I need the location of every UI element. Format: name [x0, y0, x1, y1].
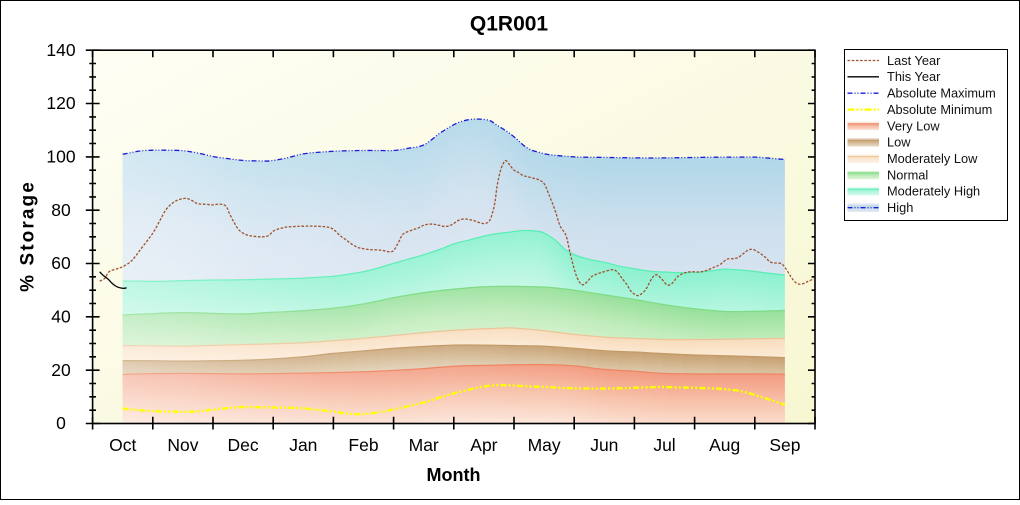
svg-text:Dec: Dec: [228, 435, 259, 455]
svg-text:20: 20: [51, 360, 71, 380]
svg-text:Absolute Minimum: Absolute Minimum: [887, 102, 992, 117]
svg-text:Moderately Low: Moderately Low: [887, 151, 978, 166]
svg-text:Absolute Maximum: Absolute Maximum: [887, 86, 996, 101]
svg-text:140: 140: [46, 40, 75, 60]
svg-text:Oct: Oct: [109, 435, 136, 455]
svg-text:40: 40: [51, 307, 71, 327]
svg-text:Feb: Feb: [348, 435, 378, 455]
svg-text:Mar: Mar: [409, 435, 439, 455]
svg-text:Jan: Jan: [289, 435, 317, 455]
svg-text:May: May: [528, 435, 561, 455]
svg-text:Apr: Apr: [470, 435, 497, 455]
svg-text:% Storage: % Storage: [18, 180, 39, 292]
svg-text:120: 120: [46, 93, 75, 113]
svg-text:Jun: Jun: [590, 435, 618, 455]
svg-text:100: 100: [46, 147, 75, 167]
svg-text:High: High: [887, 200, 913, 215]
svg-text:Normal: Normal: [887, 167, 928, 182]
svg-text:Last Year: Last Year: [887, 53, 941, 68]
svg-text:Low: Low: [887, 135, 911, 150]
svg-text:80: 80: [51, 200, 71, 220]
svg-text:Aug: Aug: [709, 435, 740, 455]
svg-text:Month: Month: [427, 465, 481, 485]
svg-text:Sep: Sep: [769, 435, 800, 455]
svg-text:60: 60: [51, 253, 71, 273]
svg-text:Moderately High: Moderately High: [887, 184, 980, 199]
svg-text:0: 0: [56, 413, 66, 433]
svg-text:Q1R001: Q1R001: [470, 13, 549, 36]
svg-text:Very Low: Very Low: [887, 118, 940, 133]
svg-text:Nov: Nov: [167, 435, 198, 455]
svg-text:This Year: This Year: [887, 69, 941, 84]
svg-text:Jul: Jul: [653, 435, 675, 455]
